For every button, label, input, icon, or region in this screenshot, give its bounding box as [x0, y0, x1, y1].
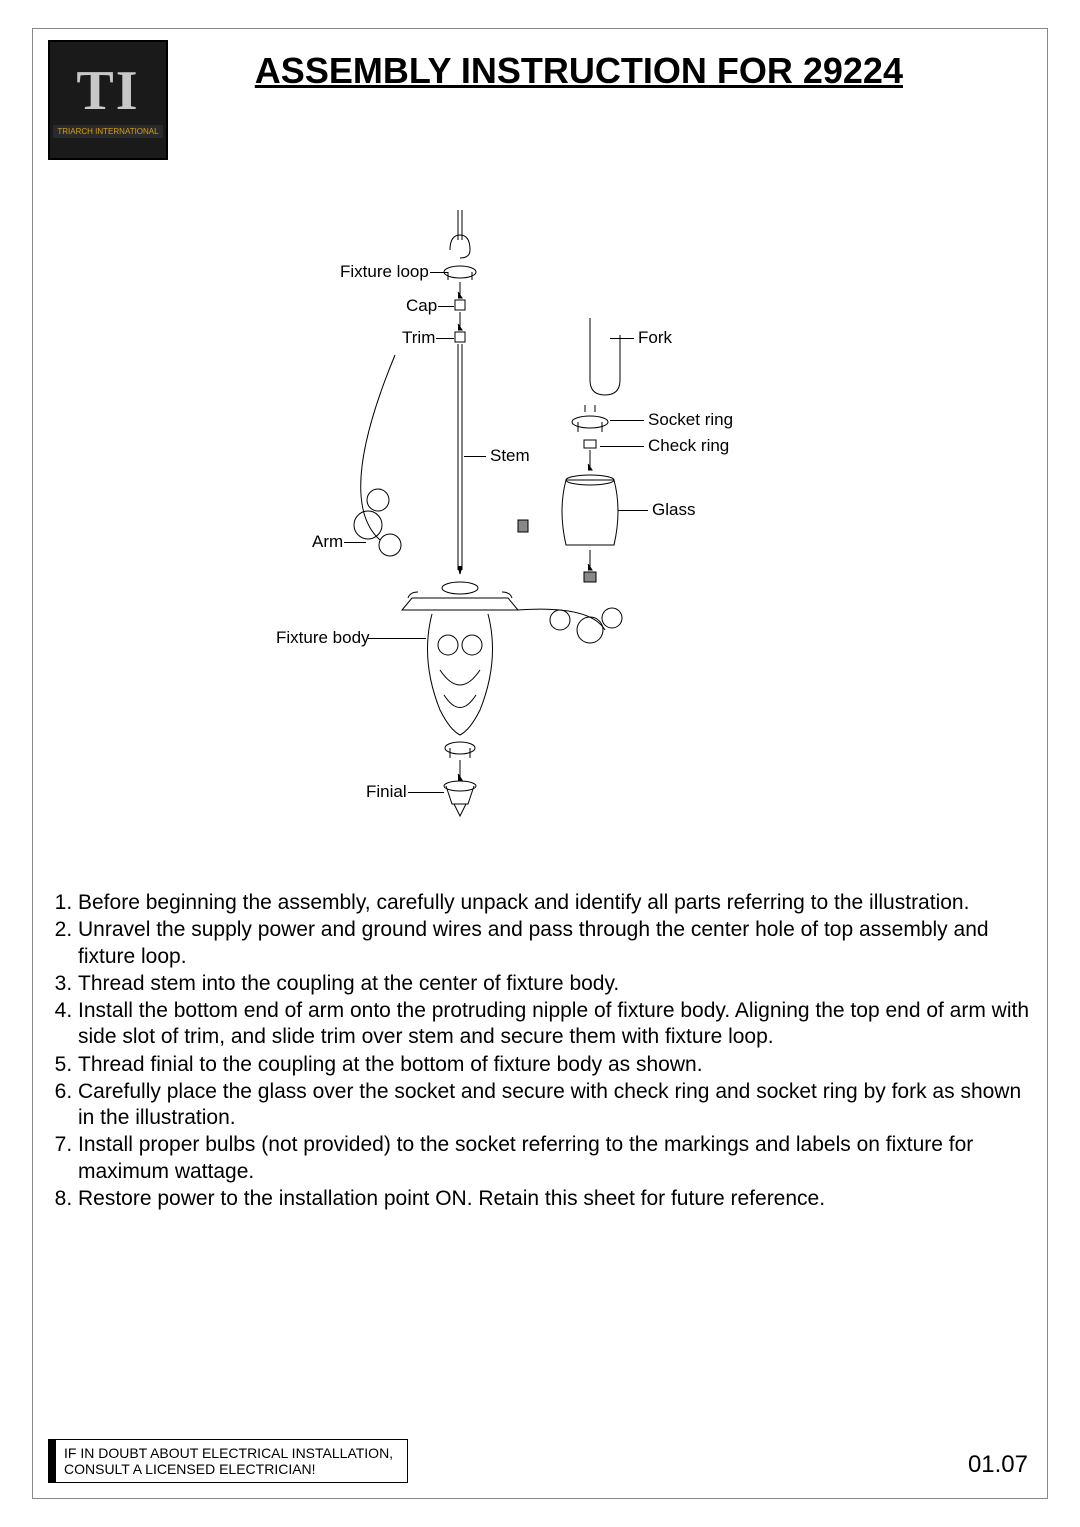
label-check-ring: Check ring: [648, 436, 729, 456]
instruction-item: Thread stem into the coupling at the cen…: [78, 971, 1036, 997]
label-fixture-body: Fixture body: [276, 628, 370, 648]
instruction-item: Install proper bulbs (not provided) to t…: [78, 1132, 1036, 1185]
logo-subtitle: TRIARCH INTERNATIONAL: [53, 125, 162, 138]
instruction-list: Before beginning the assembly, carefully…: [44, 890, 1036, 1213]
page-title: ASSEMBLY INSTRUCTION FOR 29224: [255, 50, 903, 92]
label-socket-ring: Socket ring: [648, 410, 733, 430]
assembly-diagram: Fixture loop Cap Trim Fork Socket ring C…: [260, 200, 760, 850]
instruction-item: Unravel the supply power and ground wire…: [78, 917, 1036, 970]
label-cap: Cap: [406, 296, 437, 316]
label-finial: Finial: [366, 782, 407, 802]
label-glass: Glass: [652, 500, 695, 520]
instruction-ol: Before beginning the assembly, carefully…: [44, 890, 1036, 1212]
label-stem: Stem: [490, 446, 530, 466]
diagram-svg: [260, 200, 760, 850]
instruction-item: Carefully place the glass over the socke…: [78, 1079, 1036, 1132]
label-fork: Fork: [638, 328, 672, 348]
label-fixture-loop: Fixture loop: [340, 262, 429, 282]
label-trim: Trim: [402, 328, 435, 348]
instruction-item: Before beginning the assembly, carefully…: [78, 890, 1036, 916]
instruction-item: Thread finial to the coupling at the bot…: [78, 1052, 1036, 1078]
instruction-item: Restore power to the installation point …: [78, 1186, 1036, 1212]
logo-mark: TI: [76, 63, 139, 119]
document-date: 01.07: [968, 1451, 1028, 1479]
warning-box: IF IN DOUBT ABOUT ELECTRICAL INSTALLATIO…: [48, 1439, 408, 1483]
instruction-item: Install the bottom end of arm onto the p…: [78, 998, 1036, 1051]
brand-logo: TI TRIARCH INTERNATIONAL: [48, 40, 168, 160]
label-arm: Arm: [312, 532, 343, 552]
